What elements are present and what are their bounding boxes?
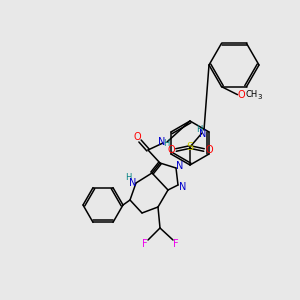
Text: O: O xyxy=(238,90,245,100)
Text: N: N xyxy=(176,161,184,171)
Text: S: S xyxy=(186,142,194,152)
Text: H: H xyxy=(196,125,202,134)
Text: O: O xyxy=(133,132,141,142)
Text: H: H xyxy=(163,140,169,148)
Text: O: O xyxy=(167,145,175,155)
Text: N: N xyxy=(158,137,166,147)
Text: F: F xyxy=(142,239,148,249)
Text: N: N xyxy=(179,182,187,192)
Text: N: N xyxy=(129,178,137,188)
Text: O: O xyxy=(205,145,213,155)
Text: 3: 3 xyxy=(257,94,262,100)
Text: H: H xyxy=(125,173,131,182)
Text: N: N xyxy=(199,129,207,139)
Text: CH: CH xyxy=(245,90,258,99)
Text: F: F xyxy=(173,239,179,249)
